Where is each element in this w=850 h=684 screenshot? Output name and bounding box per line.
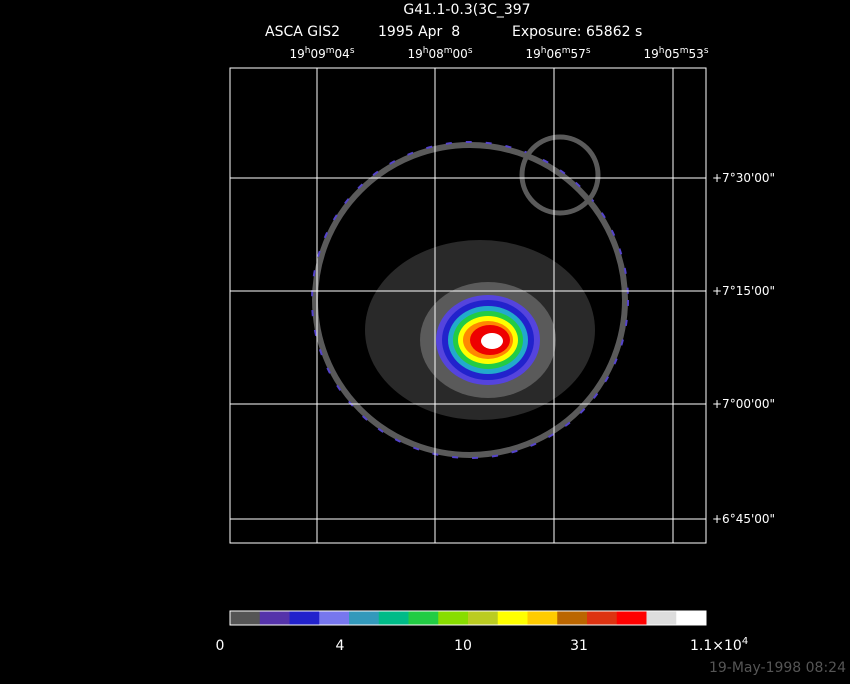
ra-label: 19h06m57s <box>525 46 590 61</box>
colorbar-label: 10 <box>454 638 472 654</box>
unit: m <box>444 46 453 56</box>
calibration-ring <box>519 134 601 216</box>
date: 1995 Apr 8 <box>378 24 460 40</box>
unit: m <box>680 46 689 56</box>
colorbar-segment <box>289 611 320 625</box>
colorbar-segment <box>438 611 469 625</box>
unit: h <box>659 46 665 56</box>
number: 53 <box>689 47 704 61</box>
number: 09 <box>310 47 325 61</box>
colorbar-segment <box>616 611 647 625</box>
colorbar-segment <box>497 611 528 625</box>
unit: s <box>468 46 473 56</box>
ra-label: 19h09m04s <box>289 46 354 61</box>
number: 19 <box>289 47 304 61</box>
number: 19 <box>407 47 422 61</box>
colorbar-segment <box>259 611 290 625</box>
dec-label: +6°45'00" <box>712 512 775 526</box>
number: 08 <box>428 47 443 61</box>
colorbar-segment <box>319 611 350 625</box>
unit: s <box>350 46 355 56</box>
number: 19 <box>643 47 658 61</box>
mantissa: 1.1×10 <box>690 638 742 654</box>
colorbar-segment <box>646 611 677 625</box>
frame <box>229 67 707 544</box>
unit: m <box>562 46 571 56</box>
ra-label: 19h08m00s <box>407 46 472 61</box>
colorbar-segment <box>557 611 588 625</box>
image <box>311 134 629 459</box>
colorbar-segment <box>587 611 618 625</box>
number: 57 <box>571 47 586 61</box>
dec-label: +7°00'00" <box>712 397 775 411</box>
colorbar-label: 4 <box>336 638 345 654</box>
colorbar <box>230 611 707 625</box>
fov-edge <box>311 141 629 459</box>
colorbar-segment <box>349 611 380 625</box>
unit: h <box>423 46 429 56</box>
colorbar-frame <box>229 610 707 626</box>
dec-label: +7°15'00" <box>712 284 775 298</box>
exposure: Exposure: 65862 s <box>512 24 642 40</box>
unit: m <box>326 46 335 56</box>
ra-label: 19h05m53s <box>643 46 708 61</box>
ra-labels: 19h09m04s 19h08m00s 19h06m57s 19h05m53s <box>289 46 708 61</box>
fov-ring <box>312 142 628 458</box>
grid <box>229 67 707 544</box>
colorbar-segment <box>527 611 558 625</box>
unit: h <box>305 46 311 56</box>
dec-label: +7°30'00" <box>712 171 775 185</box>
unit: s <box>704 46 709 56</box>
number: 06 <box>546 47 561 61</box>
number: 04 <box>335 47 350 61</box>
unit: s <box>586 46 591 56</box>
colorbar-segment <box>378 611 409 625</box>
colorbar-segment <box>408 611 439 625</box>
colorbar-label: 31 <box>570 638 588 654</box>
exponent: 4 <box>742 636 748 647</box>
number: 19 <box>525 47 540 61</box>
instrument: ASCA GIS2 <box>265 24 340 40</box>
colorbar-segment <box>468 611 499 625</box>
colorbar-max: 1.1×104 <box>690 636 748 654</box>
unit: h <box>541 46 547 56</box>
number: 00 <box>453 47 468 61</box>
peak <box>481 333 503 349</box>
title: G41.1-0.3(3C_397 <box>403 2 530 18</box>
colorbar-segment <box>676 611 707 625</box>
timestamp: 19-May-1998 08:24 <box>709 660 846 676</box>
colorbar-segment <box>230 611 261 625</box>
number: 05 <box>664 47 679 61</box>
colorbar-label: 0 <box>216 638 225 654</box>
